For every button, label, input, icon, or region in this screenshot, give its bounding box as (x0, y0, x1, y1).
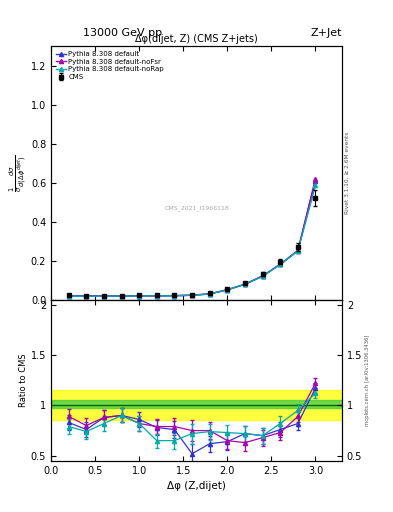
Pythia 8.308 default (154, 293, 159, 299)
Pythia 8.308 default-noRap (84, 293, 89, 300)
Pythia 8.308 default (102, 293, 107, 299)
Pythia 8.308 default-noFsr (225, 287, 230, 293)
Pythia 8.308 default-noRap (208, 291, 212, 297)
Pythia 8.308 default-noFsr (278, 261, 283, 267)
Line: Pythia 8.308 default: Pythia 8.308 default (67, 179, 318, 298)
Pythia 8.308 default-noRap (190, 292, 195, 298)
Pythia 8.308 default-noRap (119, 293, 124, 299)
Title: Δφ(dijet, Z) (CMS Z+jets): Δφ(dijet, Z) (CMS Z+jets) (135, 34, 258, 44)
Pythia 8.308 default-noRap (242, 281, 247, 287)
X-axis label: Δφ (Z,dijet): Δφ (Z,dijet) (167, 481, 226, 491)
Bar (51, 400, 342, 409)
Pythia 8.308 default (296, 248, 300, 254)
Pythia 8.308 default (119, 293, 124, 299)
Pythia 8.308 default-noFsr (102, 293, 107, 299)
Pythia 8.308 default-noRap (154, 293, 159, 299)
Pythia 8.308 default-noFsr (313, 176, 318, 182)
Y-axis label: $\frac{1}{\sigma}\frac{d\sigma}{d(\Delta\phi^{dijet})}$: $\frac{1}{\sigma}\frac{d\sigma}{d(\Delta… (8, 154, 29, 191)
Pythia 8.308 default-noFsr (260, 273, 265, 279)
Pythia 8.308 default (313, 178, 318, 184)
Pythia 8.308 default-noRap (172, 293, 177, 299)
Pythia 8.308 default-noFsr (66, 292, 71, 298)
Line: Pythia 8.308 default-noRap: Pythia 8.308 default-noRap (67, 183, 318, 298)
Pythia 8.308 default-noRap (137, 293, 141, 299)
Pythia 8.308 default-noFsr (84, 293, 89, 299)
Legend: Pythia 8.308 default, Pythia 8.308 default-noFsr, Pythia 8.308 default-noRap, CM: Pythia 8.308 default, Pythia 8.308 defau… (55, 50, 165, 81)
Pythia 8.308 default-noFsr (154, 293, 159, 299)
Line: Pythia 8.308 default-noFsr: Pythia 8.308 default-noFsr (67, 177, 318, 298)
Pythia 8.308 default-noFsr (296, 247, 300, 253)
Pythia 8.308 default-noRap (296, 248, 300, 254)
Pythia 8.308 default-noFsr (242, 281, 247, 287)
Pythia 8.308 default-noRap (225, 287, 230, 293)
Y-axis label: Rivet 3.1.10, ≥ 2.6M events: Rivet 3.1.10, ≥ 2.6M events (345, 132, 350, 214)
Pythia 8.308 default (278, 261, 283, 267)
Pythia 8.308 default (225, 287, 230, 293)
Pythia 8.308 default-noRap (278, 261, 283, 267)
Pythia 8.308 default-noFsr (172, 292, 177, 298)
Pythia 8.308 default (208, 291, 212, 297)
Text: 13000 GeV pp: 13000 GeV pp (83, 28, 162, 38)
Pythia 8.308 default-noRap (102, 293, 107, 300)
Text: CMS_2021_I1966118: CMS_2021_I1966118 (164, 205, 229, 211)
Pythia 8.308 default-noFsr (137, 293, 141, 299)
Pythia 8.308 default (242, 281, 247, 287)
Pythia 8.308 default-noRap (313, 182, 318, 188)
Pythia 8.308 default-noFsr (208, 291, 212, 297)
Pythia 8.308 default (260, 273, 265, 279)
Pythia 8.308 default-noRap (66, 293, 71, 299)
Y-axis label: mcplots.cern.ch [arXiv:1306.3436]: mcplots.cern.ch [arXiv:1306.3436] (365, 334, 370, 426)
Y-axis label: Ratio to CMS: Ratio to CMS (19, 353, 28, 407)
Pythia 8.308 default (66, 293, 71, 299)
Pythia 8.308 default (84, 293, 89, 299)
Text: Z+Jet: Z+Jet (310, 28, 342, 38)
Pythia 8.308 default-noFsr (190, 292, 195, 298)
Pythia 8.308 default (190, 292, 195, 298)
Pythia 8.308 default-noRap (260, 273, 265, 280)
Pythia 8.308 default (137, 293, 141, 299)
Bar (51, 390, 342, 420)
Pythia 8.308 default (172, 292, 177, 298)
Pythia 8.308 default-noFsr (119, 293, 124, 299)
